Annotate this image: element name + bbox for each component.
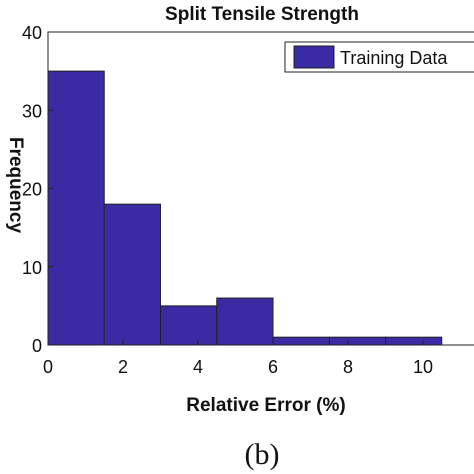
bars-group <box>47 70 443 346</box>
legend-label-training-data: Training Data <box>340 48 448 68</box>
histogram-bar-4 <box>272 336 330 346</box>
legend: Training Data <box>284 41 474 73</box>
legend-swatch-training-data <box>293 45 335 69</box>
y-axis-ticks: 0 10 20 30 40 <box>22 23 53 356</box>
x-tick-label: 2 <box>118 357 128 377</box>
y-tick-label: 20 <box>22 180 42 200</box>
x-tick-label: 4 <box>193 357 203 377</box>
histogram-bar-5 <box>328 336 386 346</box>
histogram-bar-6 <box>385 336 443 346</box>
histogram-bar-1 <box>103 203 161 346</box>
figure-caption: (b) <box>245 438 280 471</box>
x-tick-label: 8 <box>343 357 353 377</box>
y-tick-label: 0 <box>32 336 42 356</box>
x-tick-label: 6 <box>268 357 278 377</box>
y-tick-label: 30 <box>22 101 42 121</box>
histogram-bar-0 <box>47 70 105 346</box>
x-axis-ticks: 0 2 4 6 8 10 <box>43 340 433 377</box>
histogram-bar-2 <box>160 305 218 346</box>
y-axis-label: Frequency <box>5 137 26 234</box>
chart-title: Split Tensile Strength <box>165 4 359 25</box>
y-tick-label: 40 <box>22 23 42 43</box>
x-tick-label: 10 <box>413 357 433 377</box>
x-axis-label: Relative Error (%) <box>186 395 345 416</box>
y-tick-label: 10 <box>22 258 42 278</box>
x-tick-label: 0 <box>43 357 53 377</box>
histogram-bar-3 <box>216 297 274 346</box>
